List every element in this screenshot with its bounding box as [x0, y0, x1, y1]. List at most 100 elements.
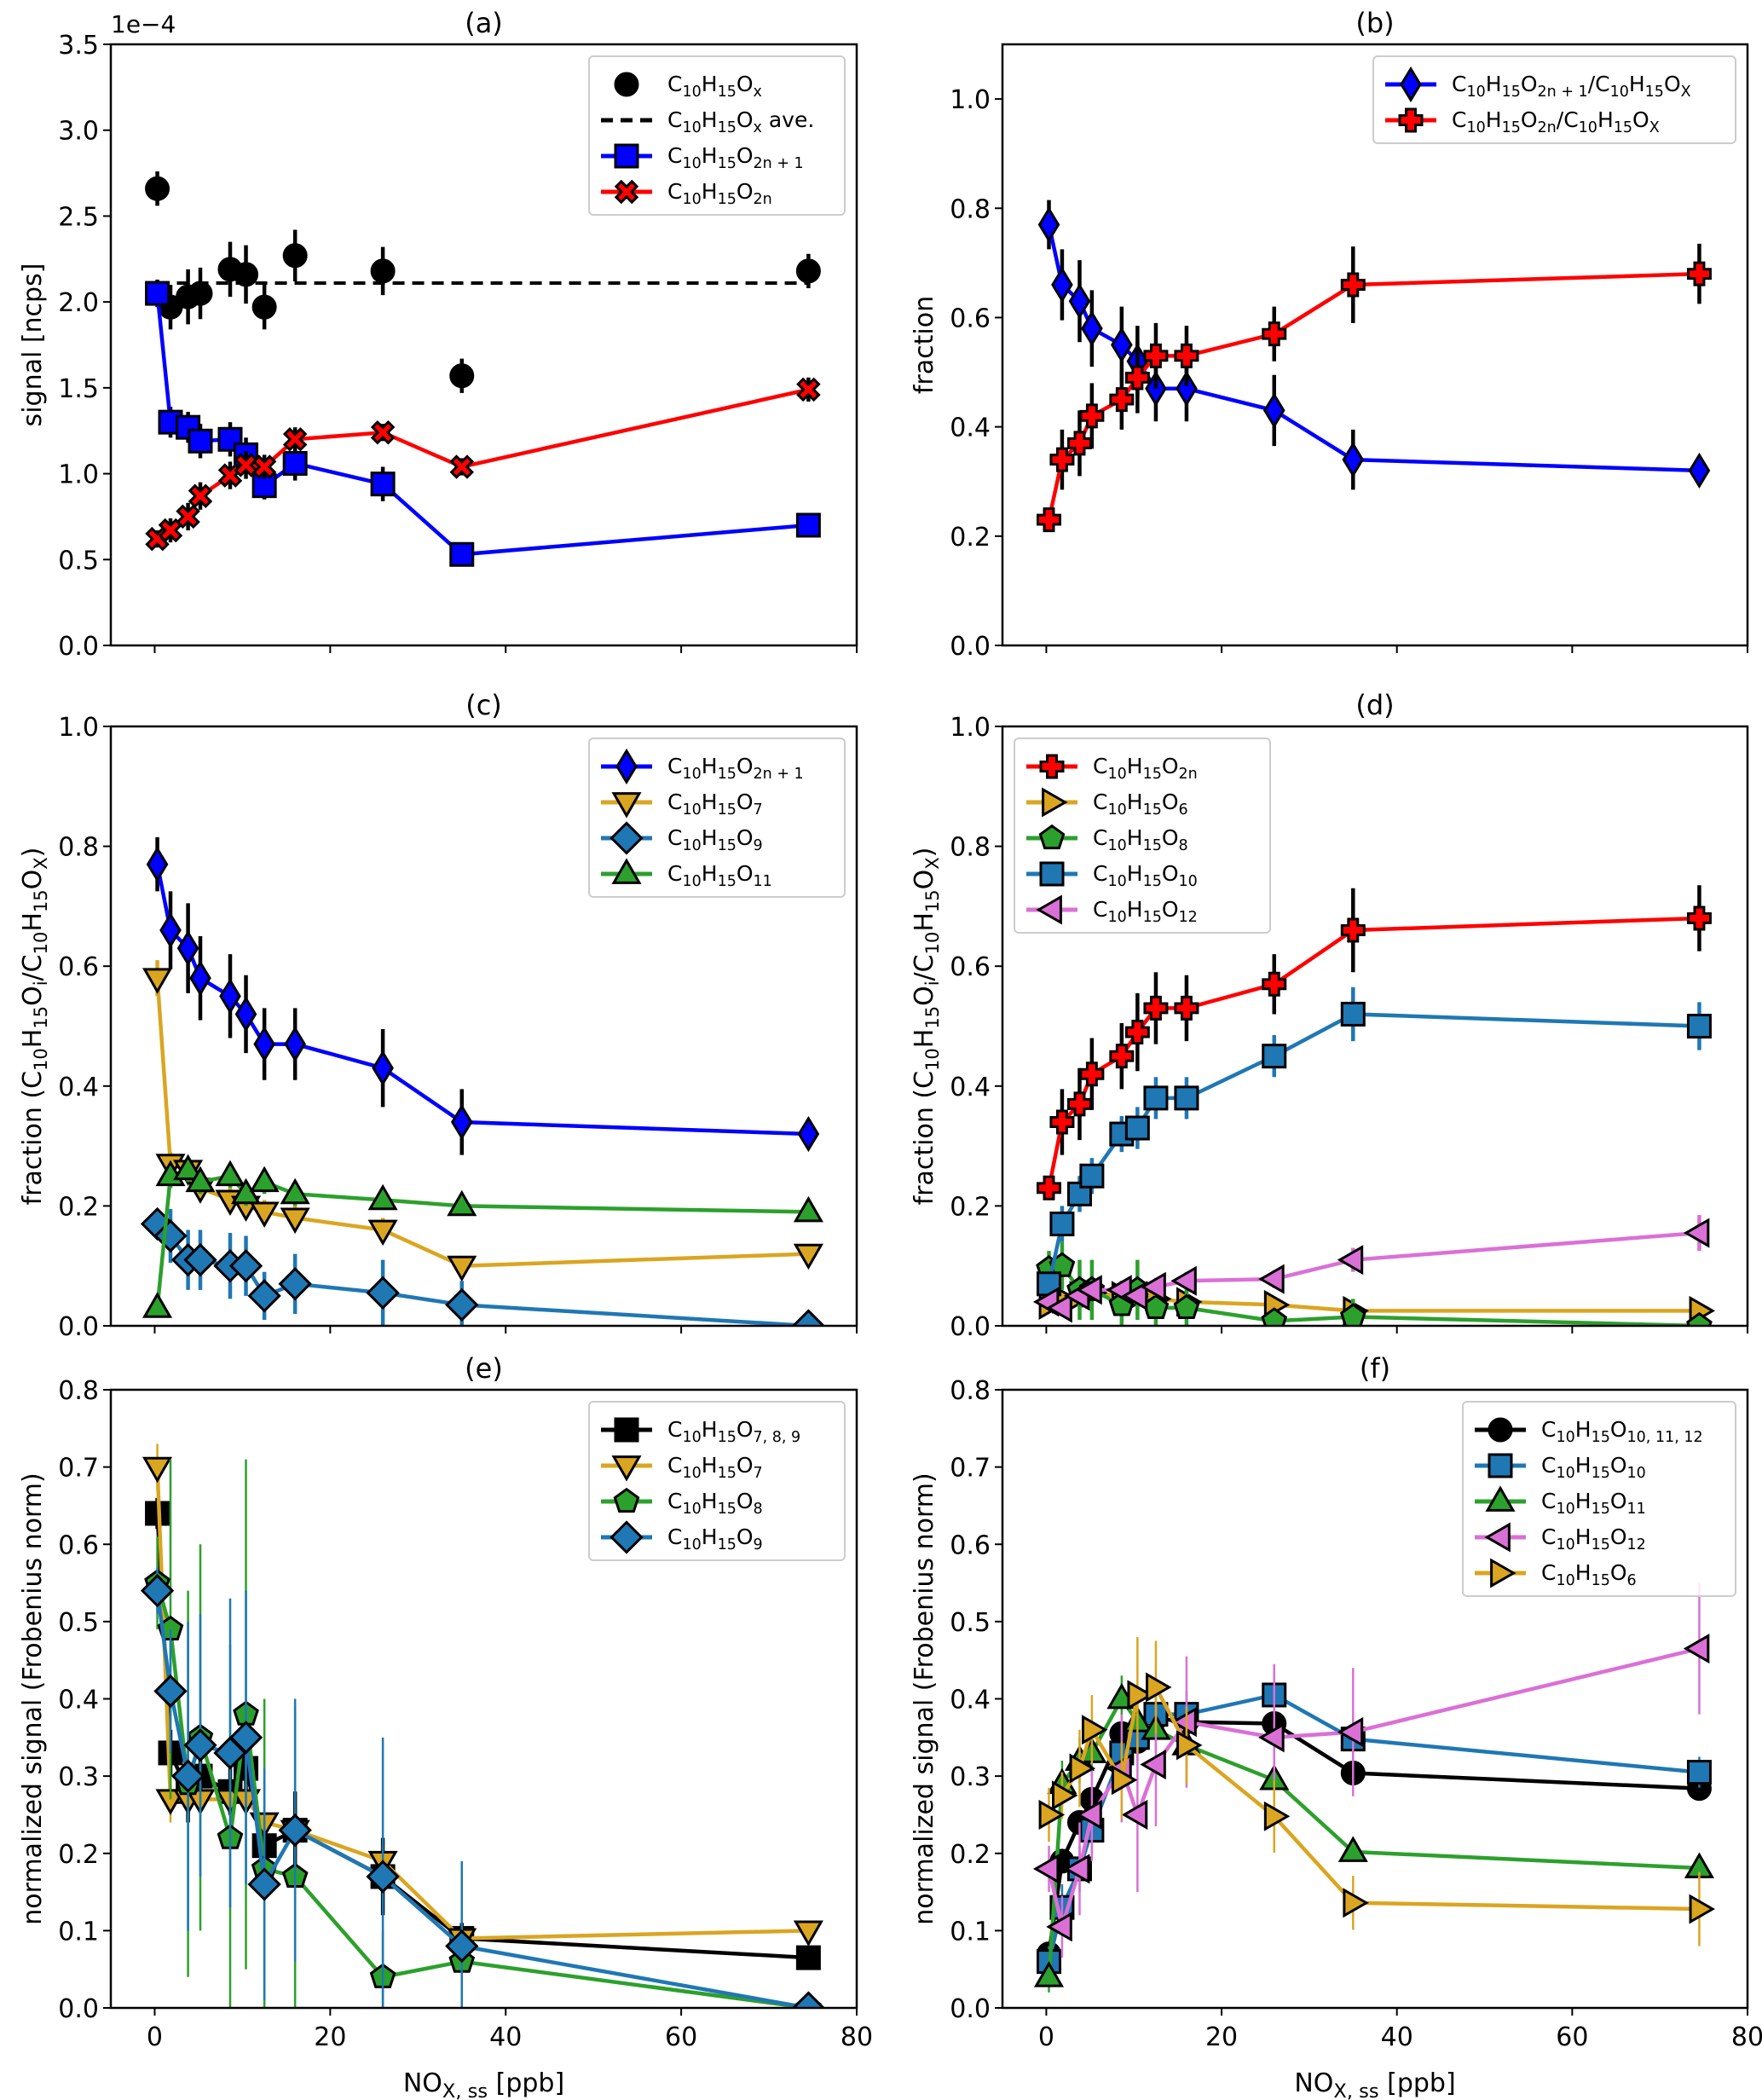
data-point	[1263, 1801, 1291, 1831]
y-tick-label: 1.5	[58, 374, 99, 404]
y-tick-label: 0.5	[950, 1608, 991, 1638]
data-point	[1337, 1716, 1364, 1748]
data-point	[370, 258, 396, 284]
series-c10h15o12	[1032, 1582, 1710, 1958]
legend-marker	[609, 821, 644, 855]
legend-label: C10​H15​O10​	[1541, 1453, 1646, 1482]
x-tick-label: 40	[1381, 2022, 1413, 2052]
data-point	[1262, 971, 1287, 997]
data-point	[1174, 343, 1199, 368]
y-tick-label: 0.2	[950, 1840, 991, 1870]
y-tick-label: 0.8	[950, 1376, 991, 1406]
data-point	[1079, 403, 1105, 429]
data-point	[1109, 387, 1135, 413]
y-tick-label: 0.2	[950, 523, 991, 552]
legend-marker	[614, 72, 639, 97]
data-point	[1111, 327, 1133, 363]
legend-label: C10​H15​Ox​ ave.	[667, 107, 814, 136]
data-point	[189, 960, 211, 997]
data-point	[1051, 266, 1073, 304]
data-point	[445, 1929, 479, 1964]
data-point	[234, 453, 258, 477]
y-tick-label: 2.0	[58, 288, 99, 318]
legend-item: C10​H15​O2n​/C10​H15​OX​	[1385, 107, 1660, 136]
data-point	[1081, 310, 1103, 347]
data-point	[797, 1115, 820, 1153]
y-tick-label: 1.0	[950, 713, 991, 743]
legend: C10​H15​O7, 8, 9​ C10​H15​O7​ C10​H15​O8​ C…	[588, 1401, 846, 1561]
y-axis-label: fraction (C10H15Oi/C10H15OX)	[910, 848, 943, 1206]
x-tick-label: 20	[314, 2022, 346, 2052]
data-point	[280, 1177, 310, 1205]
axes-frame	[1001, 43, 1749, 647]
series-c10h15o2n-1	[145, 279, 821, 567]
y-axis-label: fraction	[910, 296, 939, 394]
data-point	[159, 911, 182, 949]
y-tick-label: 0.5	[58, 1608, 99, 1638]
legend-item: C10​H15​O8​	[601, 1487, 763, 1518]
data-point	[367, 1183, 398, 1211]
axes-frame	[109, 1388, 858, 2010]
panel-e: (e) 0.0 0.1 0.2 0.3 0.4 0.5 0.6 0.7 0.8 0 20 40 60 80 n…	[18, 1352, 873, 2100]
panel-a: (a) 1e−4 0.0 0.5 1.0 1.5 2.0 2.5 3.0 3.5 signal [n…	[18, 7, 858, 662]
plot-area	[145, 171, 821, 567]
data-point	[1337, 1836, 1368, 1862]
panel-b: (b) 0.0 0.2 0.4 0.6 0.8 1.0 fraction C10​H15​O2n…	[910, 7, 1749, 662]
data-point	[366, 1276, 400, 1310]
data-point	[1109, 1044, 1135, 1069]
axes-frame	[109, 43, 858, 647]
data-point	[145, 281, 170, 306]
y-tick-label: 0.0	[58, 1994, 99, 2024]
data-point	[1076, 1799, 1102, 1830]
plot-area	[1036, 200, 1712, 533]
data-point	[791, 1309, 826, 1326]
plot-area	[1032, 1582, 1716, 1993]
panel-d: (d) 0.0 0.2 0.4 0.6 0.8 1.0 fraction (C10H15Oi/…	[910, 689, 1749, 1342]
data-point	[188, 281, 213, 306]
y-tick-label: 0.0	[58, 1312, 99, 1342]
series-c10h15o2n-1	[146, 837, 820, 1155]
legend-marker	[614, 143, 639, 169]
legend-item: C10​H15​O6​	[1026, 787, 1188, 819]
y-tick-label: 0.0	[950, 1994, 991, 2024]
legend-label: C10​H15​O10​	[1093, 861, 1198, 890]
data-point	[142, 1292, 173, 1318]
data-point	[793, 1243, 823, 1270]
legend-item: C10​H15​O6​	[1475, 1558, 1637, 1589]
legend-box	[1372, 55, 1736, 144]
legend-label: C10​H15​O2n​	[1093, 754, 1198, 783]
y-tick-label: 0.1	[950, 1917, 991, 1947]
legend-item: C10​H15​O2n + 1​	[601, 143, 804, 172]
data-point	[1683, 1634, 1710, 1664]
data-point	[1683, 1218, 1710, 1248]
data-point	[1143, 1085, 1169, 1111]
data-point	[1046, 1912, 1072, 1942]
data-point	[1111, 1765, 1138, 1796]
data-point	[183, 1242, 217, 1277]
data-point	[1079, 1163, 1105, 1189]
y-tick-label: 0.2	[58, 1840, 99, 1870]
series-c10h15ox	[145, 171, 821, 393]
series-c10h15o2n	[1036, 885, 1712, 1200]
data-point	[170, 1759, 205, 1793]
data-point	[1174, 995, 1199, 1021]
y-tick-label: 0.8	[58, 833, 99, 863]
data-point	[140, 1573, 175, 1608]
data-point	[1121, 1799, 1148, 1830]
data-point	[1686, 1311, 1713, 1326]
data-point	[234, 996, 257, 1033]
series-c10h15o12	[1032, 1214, 1710, 1323]
x-tick-label: 60	[1556, 2022, 1588, 2052]
legend-label: C10​H15​O9​	[667, 1524, 763, 1553]
data-point	[1258, 1264, 1285, 1294]
data-point	[1340, 272, 1366, 298]
legend-item: C10​H15​O7​	[601, 1453, 763, 1482]
data-point	[793, 1920, 823, 1947]
y-tick-label: 0.6	[950, 1530, 991, 1560]
data-point	[247, 1279, 281, 1313]
y-tick-label: 1.0	[58, 460, 99, 490]
y-tick-label: 0.2	[950, 1192, 991, 1222]
legend-item: C10​H15​O12​	[1475, 1522, 1646, 1553]
legend-item: C10​H15​O2n + 1​/C10​H15​OX​	[1385, 66, 1691, 103]
data-point	[1342, 442, 1365, 478]
